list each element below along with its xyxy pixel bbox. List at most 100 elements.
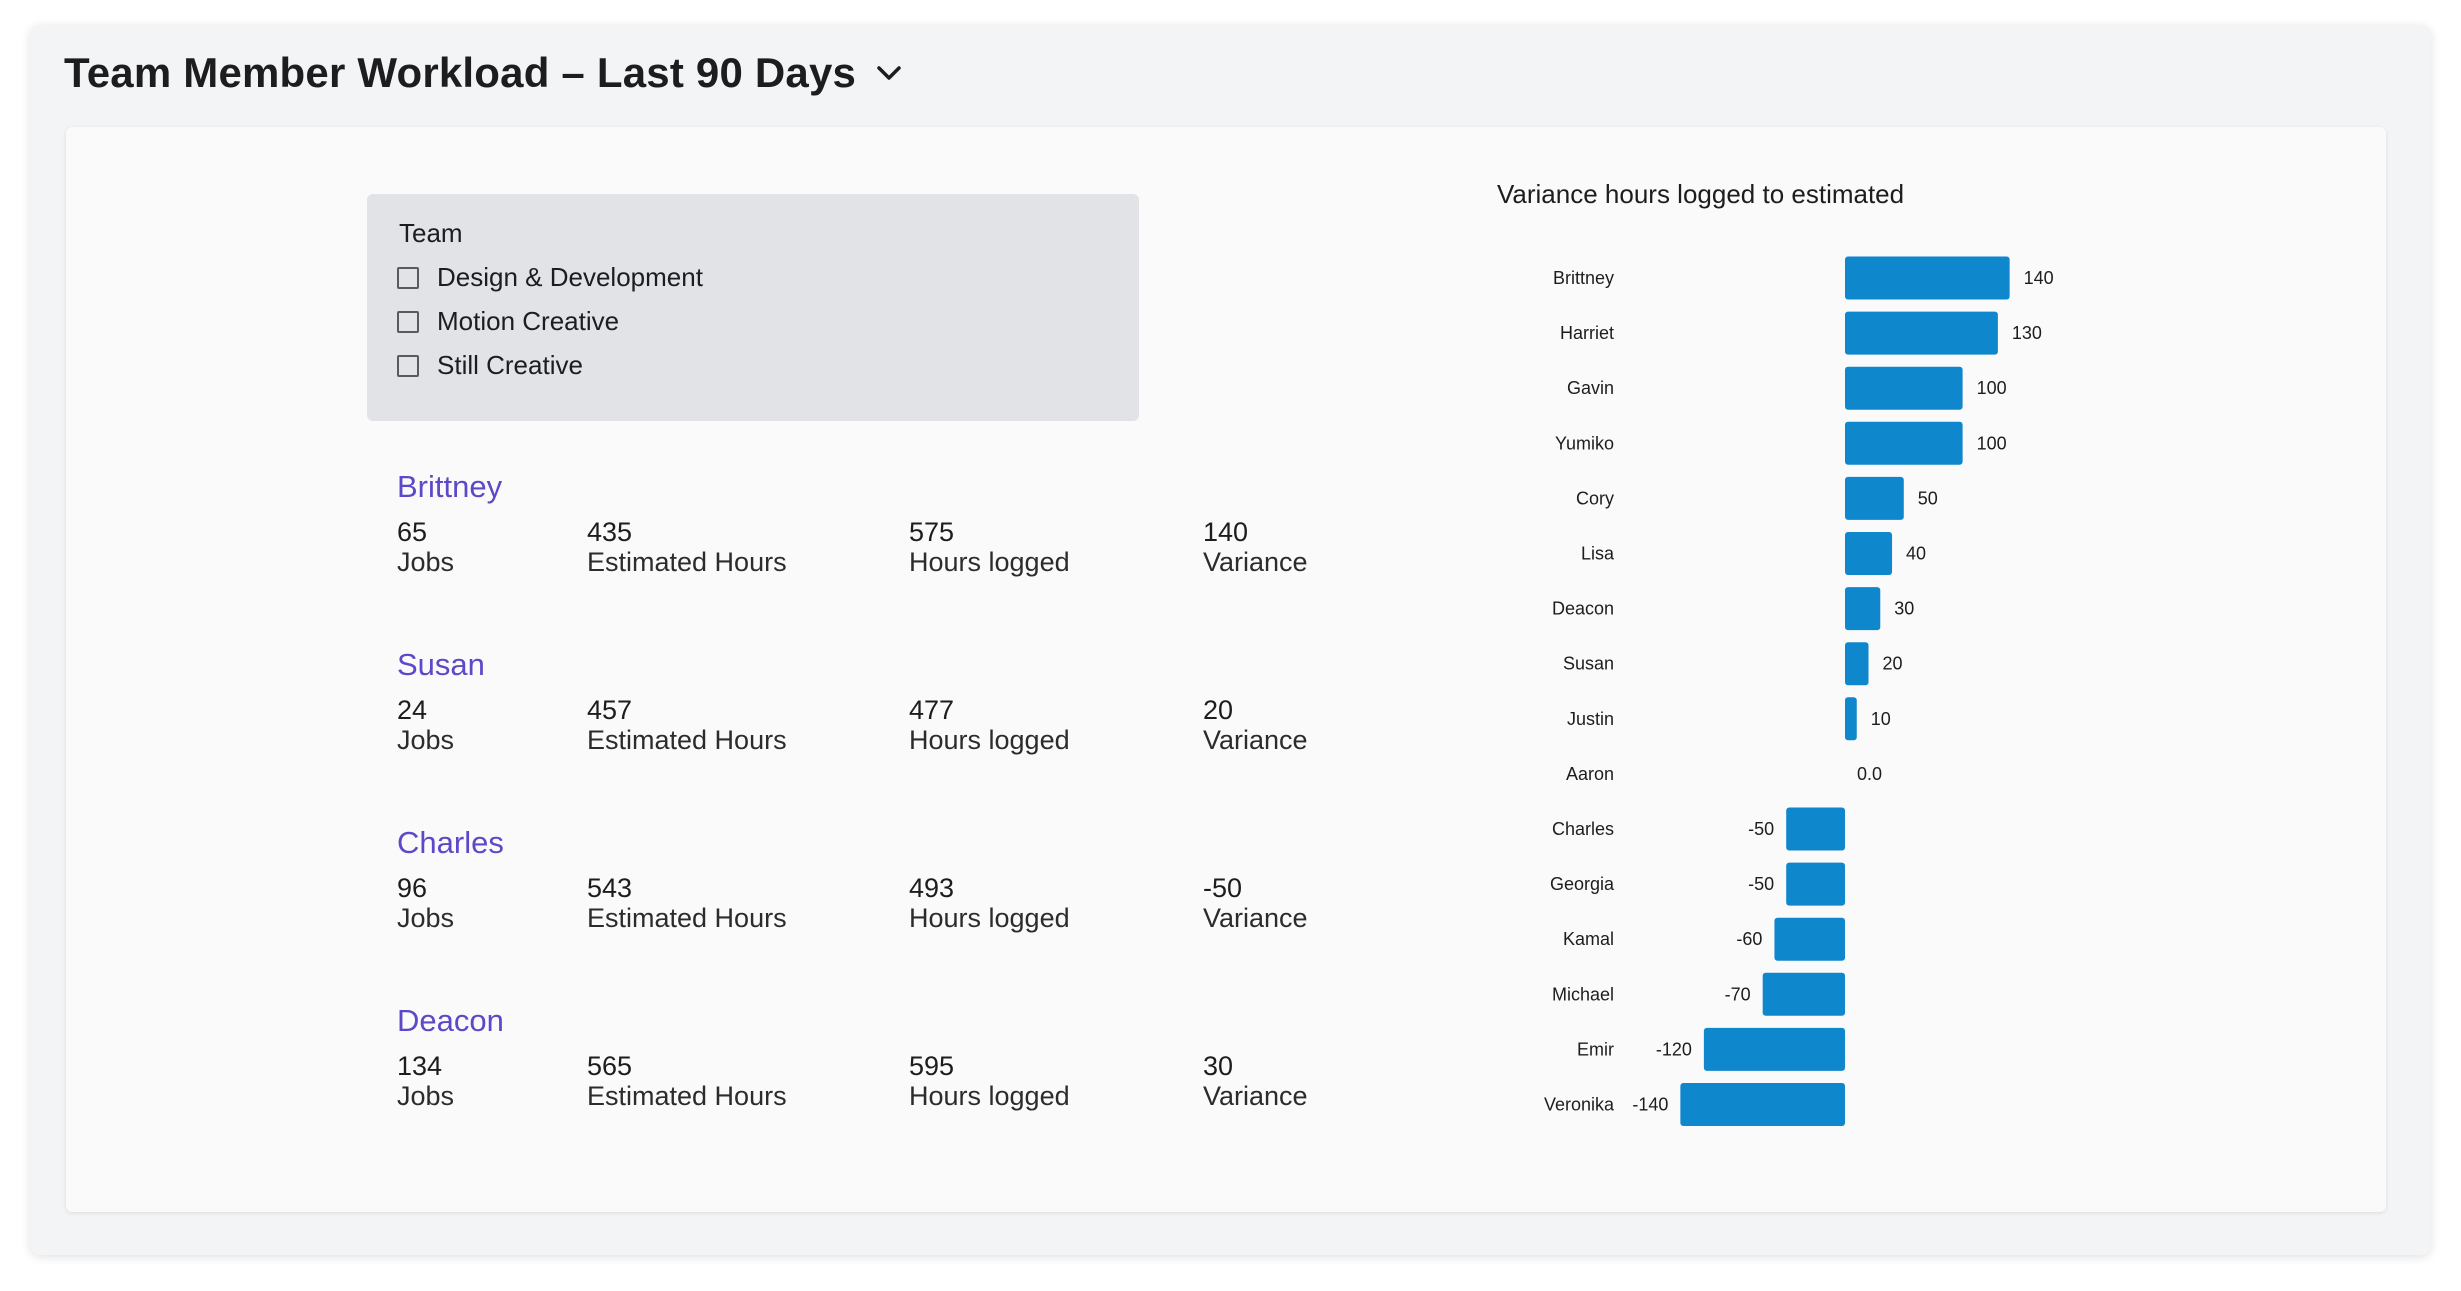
data-label-emir: -120: [1656, 1039, 1692, 1059]
data-label-gavin: 100: [1977, 378, 2007, 398]
jobs-value: 24: [397, 695, 428, 725]
filter-option-label: Still Creative: [437, 350, 583, 380]
hours-logged-stat: 595 Hours logged: [909, 1051, 1070, 1111]
checkbox[interactable]: [397, 266, 419, 289]
member-summary-charles: Charles 96 Jobs 543 Estimated Hours 493 …: [397, 825, 1397, 975]
member-name-link[interactable]: Susan: [397, 647, 485, 682]
checkbox[interactable]: [397, 310, 419, 333]
chart-title: Variance hours logged to estimated: [1497, 179, 1905, 209]
data-label-georgia: -50: [1748, 874, 1774, 894]
category-label-veronika: Veronika: [1544, 1095, 1615, 1115]
hours-logged-value: 595: [909, 1051, 955, 1081]
category-label-cory: Cory: [1576, 488, 1614, 508]
bar-georgia[interactable]: [1786, 862, 1845, 906]
category-label-kamal: Kamal: [1563, 929, 1614, 949]
variance-stat: 20 Variance: [1203, 695, 1308, 755]
jobs-stat: 134 Jobs: [397, 1051, 454, 1111]
data-label-aaron: 0.0: [1857, 764, 1882, 784]
team-filter: Team Design & Development Motion Creativ…: [367, 194, 1139, 421]
data-label-deacon: 30: [1894, 599, 1914, 619]
category-label-deacon: Deacon: [1552, 599, 1614, 619]
hours-logged-label: Hours logged: [909, 903, 1070, 933]
hours-logged-label: Hours logged: [909, 547, 1070, 577]
variance-stat: 30 Variance: [1203, 1051, 1308, 1111]
jobs-stat: 24 Jobs: [397, 695, 454, 755]
chevron-down-icon[interactable]: [874, 58, 904, 88]
filter-option-label: Design & Development: [437, 262, 703, 292]
category-label-emir: Emir: [1577, 1039, 1614, 1059]
bar-gavin[interactable]: [1845, 366, 1963, 410]
estimated-hours-value: 457: [587, 695, 633, 725]
hours-logged-value: 493: [909, 873, 955, 903]
estimated-hours-value: 435: [587, 517, 633, 547]
bar-michael[interactable]: [1762, 972, 1845, 1016]
content-panel: Team Design & Development Motion Creativ…: [66, 127, 2386, 1212]
checkbox[interactable]: [397, 354, 419, 377]
category-label-susan: Susan: [1563, 654, 1614, 674]
data-label-susan: 20: [1883, 654, 1903, 674]
category-label-michael: Michael: [1552, 984, 1614, 1004]
estimated-hours-stat: 543 Estimated Hours: [587, 873, 787, 933]
estimated-hours-label: Estimated Hours: [587, 547, 787, 577]
estimated-hours-value: 565: [587, 1051, 633, 1081]
data-label-charles: -50: [1748, 819, 1774, 839]
bar-susan[interactable]: [1845, 642, 1869, 686]
bar-harriet[interactable]: [1845, 311, 1998, 355]
estimated-hours-label: Estimated Hours: [587, 1081, 787, 1111]
member-summary-deacon: Deacon 134 Jobs 565 Estimated Hours 595 …: [397, 1003, 1397, 1153]
bar-deacon[interactable]: [1845, 587, 1881, 631]
filter-option-label: Motion Creative: [437, 306, 620, 336]
data-label-lisa: 40: [1906, 544, 1926, 564]
category-label-gavin: Gavin: [1567, 378, 1614, 398]
filter-option-design-development[interactable]: Design & Development: [397, 262, 703, 293]
bar-emir[interactable]: [1703, 1027, 1845, 1071]
jobs-value: 96: [397, 873, 428, 903]
estimated-hours-stat: 565 Estimated Hours: [587, 1051, 787, 1111]
hours-logged-stat: 493 Hours logged: [909, 873, 1070, 933]
data-label-harriet: 130: [2012, 323, 2042, 343]
variance-stat: 140 Variance: [1203, 517, 1308, 577]
filter-option-still-creative[interactable]: Still Creative: [397, 350, 583, 381]
estimated-hours-value: 543: [587, 873, 633, 903]
member-name-link[interactable]: Charles: [397, 825, 504, 860]
data-label-michael: -70: [1725, 984, 1751, 1004]
hours-logged-value: 575: [909, 517, 955, 547]
bar-kamal[interactable]: [1774, 917, 1845, 961]
member-summary-brittney: Brittney 65 Jobs 435 Estimated Hours 575…: [397, 469, 1397, 619]
variance-label: Variance: [1203, 903, 1308, 933]
category-label-justin: Justin: [1567, 709, 1614, 729]
category-label-brittney: Brittney: [1553, 268, 1614, 288]
member-name-link[interactable]: Deacon: [397, 1003, 504, 1038]
jobs-label: Jobs: [397, 725, 455, 755]
data-label-cory: 50: [1918, 488, 1938, 508]
category-label-aaron: Aaron: [1566, 764, 1614, 784]
bar-brittney[interactable]: [1845, 256, 2010, 300]
filter-option-motion-creative[interactable]: Motion Creative: [397, 306, 619, 337]
bar-cory[interactable]: [1845, 476, 1904, 520]
variance-stat: -50 Variance: [1203, 873, 1308, 933]
data-label-veronika: -140: [1632, 1095, 1668, 1115]
data-label-justin: 10: [1871, 709, 1891, 729]
member-summary-susan: Susan 24 Jobs 457 Estimated Hours 477 Ho…: [397, 647, 1397, 797]
data-label-brittney: 140: [2024, 268, 2054, 288]
estimated-hours-label: Estimated Hours: [587, 903, 787, 933]
variance-label: Variance: [1203, 725, 1308, 755]
filter-title: Team: [399, 218, 463, 248]
jobs-value: 134: [397, 1051, 443, 1081]
variance-label: Variance: [1203, 1081, 1308, 1111]
bar-yumiko[interactable]: [1845, 421, 1963, 465]
jobs-label: Jobs: [397, 547, 455, 577]
member-name-link[interactable]: Brittney: [397, 469, 503, 504]
bar-charles[interactable]: [1786, 807, 1845, 851]
variance-bar-chart: Brittney 140 Harriet 130 Gavin 100 Yumiko 100 Co…: [1544, 256, 2054, 1126]
category-label-yumiko: Yumiko: [1555, 433, 1614, 453]
bar-justin[interactable]: [1845, 697, 1857, 741]
variance-value: 20: [1203, 695, 1234, 725]
jobs-label: Jobs: [397, 903, 455, 933]
header: Team Member Workload – Last 90 Days: [64, 43, 904, 103]
hours-logged-stat: 477 Hours logged: [909, 695, 1070, 755]
bar-lisa[interactable]: [1845, 532, 1893, 575]
bar-veronika[interactable]: [1680, 1083, 1845, 1126]
hours-logged-label: Hours logged: [909, 1081, 1070, 1111]
estimated-hours-label: Estimated Hours: [587, 725, 787, 755]
